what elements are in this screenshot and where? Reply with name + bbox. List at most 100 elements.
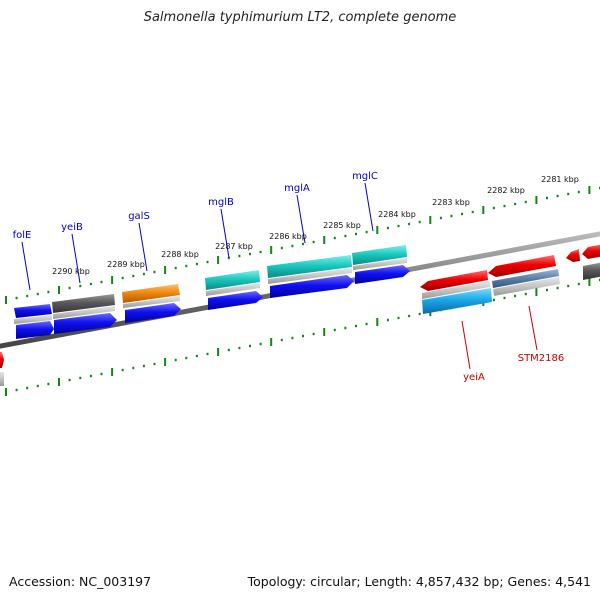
inner-ring-minor-tick [302, 334, 304, 338]
inner-ring-minor-tick [386, 318, 389, 322]
gene-label[interactable]: folE [13, 230, 32, 241]
outer-ring-minor-tick [471, 210, 474, 214]
inner-ring-minor-tick [185, 356, 188, 360]
outer-ring-minor-tick [291, 244, 294, 248]
outer-ring-minor-tick [524, 200, 527, 204]
outer-ring-minor-tick [185, 264, 188, 268]
inner-ring-major-tick [111, 368, 114, 376]
inner-ring-major-tick [535, 288, 538, 296]
inner-ring-minor-tick [47, 382, 50, 386]
inner-ring-minor-tick [36, 384, 39, 388]
outer-ring-major-tick [588, 186, 591, 194]
inner-ring-minor-tick [546, 288, 548, 292]
gene-label[interactable]: mglC [352, 171, 378, 182]
inner-ring-minor-tick [567, 284, 570, 288]
tick-label: 2289 kbp [107, 260, 145, 269]
outer-ring-major-tick [58, 286, 60, 294]
gene-leader-line [138, 222, 148, 272]
outer-ring-minor-tick [312, 240, 315, 244]
outer-ring-minor-tick [206, 260, 209, 264]
gene-label[interactable]: STM2186 [518, 353, 565, 364]
gene-label[interactable]: galS [128, 211, 150, 222]
tick-label: 2290 kbp [52, 267, 90, 276]
inner-ring-minor-tick [365, 322, 368, 326]
gene-leader-line [296, 194, 306, 244]
outer-ring-major-tick [376, 226, 379, 234]
outer-ring-minor-tick [280, 246, 283, 250]
inner-ring-minor-tick [577, 282, 580, 286]
galS-gene[interactable] [122, 284, 181, 323]
inner-ring-major-tick [164, 358, 167, 366]
inner-ring-minor-tick [514, 294, 517, 298]
outer-ring-minor-tick [238, 254, 241, 258]
gene-leader-line [21, 241, 31, 291]
inner-ring-minor-tick [355, 324, 357, 328]
outer-ring-minor-tick [567, 192, 570, 196]
inner-ring-minor-tick [121, 368, 124, 372]
outer-ring-minor-tick [344, 234, 347, 238]
inner-ring-major-tick [588, 278, 591, 286]
outer-ring-minor-tick [121, 276, 124, 280]
inner-ring-minor-tick [100, 372, 103, 376]
inner-ring-minor-tick [333, 328, 336, 332]
outer-ring-minor-tick [418, 220, 421, 224]
edge-feature-left [0, 352, 4, 386]
gene-label[interactable]: mglA [284, 183, 310, 194]
STM2186-gene[interactable] [488, 255, 560, 296]
inner-ring-minor-tick [15, 388, 18, 392]
outer-ring-minor-tick [79, 284, 82, 288]
tick-label: 2284 kbp [378, 210, 416, 219]
tick-label: 2288 kbp [161, 250, 199, 259]
tick-label: 2281 kbp [541, 175, 579, 184]
outer-ring-minor-tick [259, 250, 262, 254]
outer-ring-major-tick [323, 236, 326, 244]
inner-ring-minor-tick [68, 378, 71, 382]
outer-ring-minor-tick [132, 274, 135, 278]
outer-ring-minor-tick [546, 196, 548, 200]
inner-ring-minor-tick [418, 312, 421, 316]
outer-ring-minor-tick [68, 286, 71, 290]
inner-ring-minor-tick [174, 358, 177, 362]
outer-ring-major-tick [482, 206, 485, 214]
outer-ring-major-tick [429, 216, 432, 224]
inner-ring-minor-tick [142, 364, 145, 368]
inner-ring-major-tick [270, 338, 273, 346]
outer-ring-minor-tick [365, 230, 368, 234]
gene-leader-line [71, 233, 81, 284]
outer-ring-minor-tick [577, 190, 580, 194]
inner-ring-minor-tick [238, 346, 241, 350]
yeiA-gene[interactable] [420, 270, 492, 314]
inner-ring-minor-tick [344, 326, 347, 330]
outer-ring-minor-tick [89, 282, 92, 286]
outer-ring-minor-tick [142, 272, 145, 276]
outer-ring-minor-tick [386, 226, 389, 230]
outer-ring-minor-tick [450, 214, 453, 218]
gene-label-layer: folE yeiB galS mglB mglA mglC yeiA STM2186 [13, 171, 565, 383]
inner-ring-minor-tick [195, 354, 198, 358]
mglA-gene[interactable] [267, 255, 354, 298]
outer-ring-major-tick [164, 266, 167, 274]
gene-label[interactable]: mglB [208, 197, 234, 208]
inner-ring-minor-tick [227, 348, 230, 352]
gene-label[interactable]: yeiA [463, 372, 485, 383]
folE-gene[interactable] [14, 304, 54, 339]
outer-ring-minor-tick [26, 294, 29, 298]
map-title: Salmonella typhimurium LT2, complete gen… [143, 10, 457, 25]
inner-ring-major-tick [217, 348, 220, 356]
inner-ring-major-tick [58, 378, 60, 386]
gene-leader-line [528, 305, 538, 351]
gene-leader-line [220, 208, 230, 259]
yeiB-gene[interactable] [52, 294, 117, 334]
tick-label: 2286 kbp [269, 232, 307, 241]
mglB-gene[interactable] [205, 270, 263, 310]
inner-ring-minor-tick [524, 292, 527, 296]
inner-ring-major-tick [376, 318, 379, 326]
gene-label[interactable]: yeiB [61, 222, 83, 233]
inner-ring-minor-tick [280, 338, 283, 342]
outer-ring-minor-tick [503, 204, 506, 208]
genome-summary-text: Topology: circular; Length: 4,857,432 bp… [247, 574, 591, 589]
mglC-gene[interactable] [352, 245, 410, 284]
inner-ring-minor-tick [556, 286, 559, 290]
